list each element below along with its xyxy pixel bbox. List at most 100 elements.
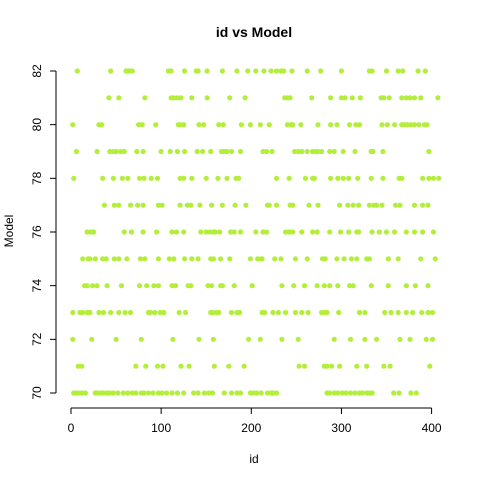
data-point-100: [424, 337, 429, 342]
data-point-421: [189, 95, 194, 100]
data-point-290: [351, 203, 356, 208]
data-point-197: [182, 256, 187, 261]
data-point-194: [156, 256, 161, 261]
data-point-261: [404, 229, 409, 234]
data-point-277: [209, 203, 214, 208]
data-point-18: [141, 390, 146, 395]
data-point-228: [129, 229, 134, 234]
data-point-171: [302, 283, 307, 288]
data-point-455: [220, 68, 225, 73]
data-point-181: [413, 283, 418, 288]
y-tick-label-78: 78: [30, 171, 44, 185]
data-point-315: [224, 176, 229, 181]
data-point-444: [108, 68, 113, 73]
data-point-62: [79, 364, 84, 369]
data-point-442: [435, 95, 440, 100]
data-point-27: [191, 390, 196, 395]
data-point-51: [352, 390, 357, 395]
data-point-249: [299, 229, 304, 234]
data-point-390: [248, 122, 253, 127]
data-point-178: [369, 283, 374, 288]
data-point-147: [425, 310, 430, 315]
data-point-71: [242, 364, 247, 369]
data-point-454: [205, 68, 210, 73]
data-point-207: [260, 256, 265, 261]
data-point-337: [95, 149, 100, 154]
data-point-348: [182, 149, 187, 154]
data-point-230: [154, 229, 159, 234]
data-point-39: [259, 390, 264, 395]
data-point-355: [229, 149, 234, 154]
data-point-279: [233, 203, 238, 208]
data-point-89: [211, 337, 216, 342]
data-point-56: [370, 390, 375, 395]
data-point-25: [175, 390, 180, 395]
data-point-333: [426, 176, 431, 181]
data-point-451: [182, 68, 187, 73]
data-point-66: [160, 364, 165, 369]
data-point-155: [137, 283, 142, 288]
data-point-45: [327, 390, 332, 395]
data-point-420: [178, 95, 183, 100]
data-point-65: [155, 364, 160, 369]
data-point-222: [418, 256, 423, 261]
data-point-397: [315, 122, 320, 127]
data-point-77: [337, 364, 342, 369]
data-point-90: [246, 337, 251, 342]
data-point-473: [416, 68, 421, 73]
data-point-109: [108, 310, 113, 315]
data-point-373: [370, 149, 375, 154]
data-point-375: [426, 149, 431, 154]
data-point-472: [400, 68, 405, 73]
data-point-33: [229, 390, 234, 395]
data-point-83: [70, 337, 75, 342]
data-point-131: [283, 310, 288, 315]
data-point-464: [289, 68, 294, 73]
data-point-388: [221, 122, 226, 127]
data-point-275: [188, 203, 193, 208]
data-point-209: [278, 256, 283, 261]
data-point-267: [116, 203, 121, 208]
data-point-436: [387, 95, 392, 100]
data-point-199: [196, 256, 201, 261]
data-point-88: [196, 337, 201, 342]
data-point-422: [205, 95, 210, 100]
data-point-92: [279, 337, 284, 342]
data-point-300: [425, 203, 430, 208]
data-point-70: [226, 364, 231, 369]
data-point-231: [169, 229, 174, 234]
data-point-4: [83, 390, 88, 395]
data-point-26: [181, 390, 186, 395]
data-point-392: [267, 122, 272, 127]
data-point-99: [407, 337, 412, 342]
data-point-403: [379, 122, 384, 127]
data-point-458: [253, 68, 258, 73]
data-point-47: [335, 390, 340, 395]
data-point-245: [264, 229, 269, 234]
data-point-23: [164, 390, 169, 395]
data-point-342: [122, 149, 127, 154]
data-point-465: [305, 68, 310, 73]
data-point-179: [386, 283, 391, 288]
data-point-35: [238, 390, 243, 395]
data-point-322: [312, 176, 317, 181]
y-tick-label-80: 80: [30, 118, 44, 132]
data-point-152: [95, 283, 100, 288]
data-point-269: [135, 203, 140, 208]
data-point-104: [80, 310, 85, 315]
data-point-174: [327, 283, 332, 288]
data-point-175: [335, 283, 340, 288]
data-point-219: [367, 256, 372, 261]
data-point-145: [410, 310, 415, 315]
data-point-119: [183, 310, 188, 315]
data-point-285: [290, 203, 295, 208]
data-point-296: [393, 203, 398, 208]
data-point-59: [408, 390, 413, 395]
data-point-317: [236, 176, 241, 181]
data-point-331: [399, 176, 404, 181]
data-point-363: [305, 149, 310, 154]
data-point-289: [345, 203, 350, 208]
data-point-208: [272, 256, 277, 261]
data-point-378: [99, 122, 104, 127]
data-point-467: [339, 68, 344, 73]
